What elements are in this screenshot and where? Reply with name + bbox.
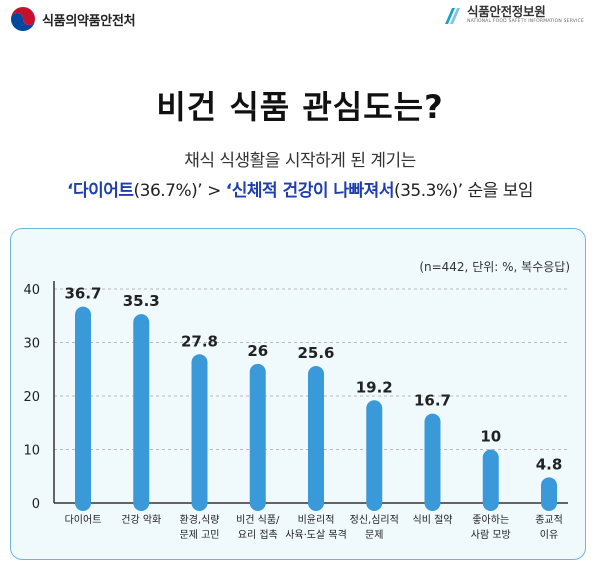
data-label: 19.2 [356, 378, 393, 396]
greater-than: > [202, 181, 226, 201]
y-tick-label: 0 [32, 497, 40, 512]
percent-health: (35.3%) [393, 181, 458, 201]
x-tick-label: 사육·도살 목격 [285, 528, 347, 541]
highlight-diet: 다이어트 [72, 181, 134, 201]
bar [191, 354, 208, 511]
quote-close-1: ’ [197, 181, 203, 201]
data-label: 10 [480, 428, 501, 446]
highlight-health: 신체적 건강이 나빠져서 [231, 181, 395, 201]
x-tick-label: 좋아하는 [472, 513, 509, 526]
data-label: 36.7 [64, 285, 101, 303]
x-tick-label: 사람 모방 [471, 528, 511, 541]
bar [424, 413, 441, 511]
nfsi-logo[interactable]: 식품안전정보원 NATIONAL FOOD SAFETY INFORMATION… [443, 4, 584, 26]
x-tick-label: 환경,식량 [180, 513, 220, 526]
data-label: 25.6 [297, 344, 334, 362]
bar [482, 449, 499, 511]
taegeuk-emblem-icon [10, 6, 36, 32]
y-tick-label: 10 [23, 444, 40, 459]
header: 식품의약품안전처 식품안전정보원 NATIONAL FOOD SAFETY IN… [0, 0, 600, 44]
quote-close-2: ’ [457, 181, 463, 201]
nfsi-name: 식품안전정보원 [467, 4, 546, 19]
x-tick-label: 문제 고민 [180, 529, 220, 541]
mfds-logo[interactable]: 식품의약품안전처 [10, 6, 136, 32]
data-label: 26 [247, 342, 268, 360]
data-label: 27.8 [181, 332, 218, 350]
nfsi-english-name: NATIONAL FOOD SAFETY INFORMATION SERVICE [467, 19, 584, 24]
y-tick-label: 30 [23, 337, 40, 352]
y-tick-label: 20 [23, 390, 40, 405]
sample-note: (n=442, 단위: %, 복수응답) [419, 260, 570, 274]
x-tick-label: 정신,심리적 [350, 514, 399, 526]
x-tick-label: 비윤리적 [298, 514, 335, 526]
subtitle-ending: 순을 보임 [462, 181, 534, 201]
bar [541, 477, 557, 511]
data-label: 35.3 [123, 292, 160, 310]
bar [308, 366, 324, 511]
mfds-logo-text: 식품의약품안전처 [42, 13, 136, 29]
subtitle: 채식 식생활을 시작하게 된 계기는 [184, 151, 416, 171]
x-tick-label: 이유 [540, 529, 558, 541]
x-tick-label: 식비 절약 [413, 513, 453, 526]
quote-open-2: ‘ [225, 181, 232, 201]
percent-diet: (36.7%) [133, 181, 198, 201]
subtitle-summary: ‘다이어트(36.7%)’ > ‘신체적 건강이 나빠져서(35.3%)’ 순을… [0, 176, 600, 201]
x-tick-label: 문제 [365, 529, 383, 541]
page-title: 비건 식품 관심도는? [156, 88, 444, 126]
x-tick-label: 다이어트 [65, 514, 102, 526]
bar [75, 306, 91, 511]
nfsi-mark-icon [445, 8, 460, 24]
data-label: 4.8 [536, 455, 563, 473]
quote-open-1: ‘ [66, 181, 73, 201]
y-tick-label: 40 [23, 283, 40, 298]
x-tick-label: 비건 식품/ [236, 514, 280, 526]
data-label: 16.7 [414, 392, 451, 410]
x-tick-label: 건강 악화 [121, 514, 161, 526]
bar [249, 363, 266, 511]
x-tick-label: 요리 접촉 [238, 529, 278, 541]
bar [366, 400, 383, 511]
bar [133, 314, 150, 511]
x-tick-label: 종교적 [535, 514, 563, 526]
